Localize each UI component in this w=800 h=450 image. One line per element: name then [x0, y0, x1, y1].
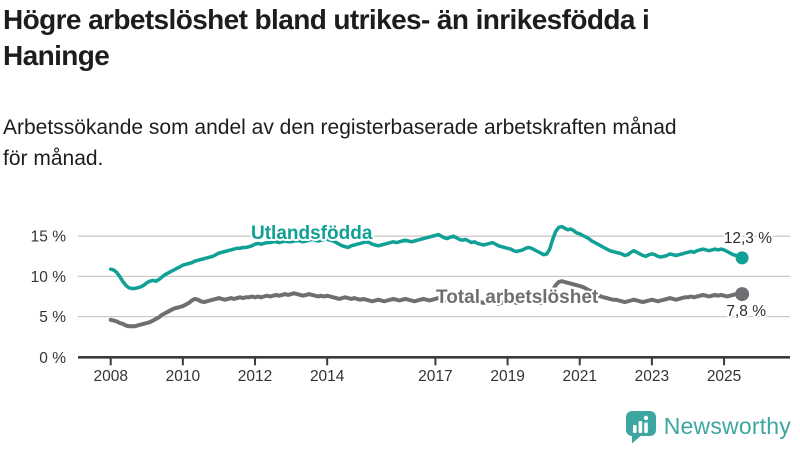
series-label: Utlandsfödda: [251, 223, 373, 244]
series-line: [108, 279, 745, 329]
x-tick-label: 2019: [490, 368, 524, 385]
x-tick-label: 2017: [418, 368, 452, 385]
y-tick-label: 15 %: [31, 229, 67, 246]
subtitle-line-2: för månad.: [3, 147, 104, 170]
title-line-2: Haninge: [3, 40, 110, 71]
series-label: Total arbetslöshet: [436, 287, 599, 308]
chart-subtitle: Arbetssökande som andel av den registerb…: [3, 112, 793, 174]
brand-name: Newsworthy: [663, 412, 791, 439]
y-tick-label: 5 %: [39, 309, 66, 326]
subtitle-line-1: Arbetssökande som andel av den registerb…: [3, 116, 677, 139]
series-end-dot: [735, 251, 749, 265]
x-tick-label: 2021: [562, 368, 596, 385]
x-tick-label: 2023: [635, 368, 669, 385]
x-tick-label: 2012: [238, 368, 272, 385]
x-tick-label: 2008: [93, 368, 127, 385]
y-tick-label: 0 %: [39, 350, 66, 367]
x-tick-label: 2010: [166, 368, 201, 385]
x-tick-label: 2025: [707, 368, 741, 385]
end-value-label: 7,8 %: [726, 303, 766, 320]
series-line: [108, 224, 744, 291]
series-end-dot: [735, 287, 750, 302]
end-value-label: 12,3 %: [724, 230, 772, 247]
x-tick-label: 2014: [310, 368, 345, 385]
newsworthy-icon: [625, 411, 656, 444]
newsworthy-logo[interactable]: Newsworthy: [625, 408, 791, 444]
title-line-1: Högre arbetslöshet bland utrikes- än inr…: [3, 4, 650, 35]
page-title: Högre arbetslöshet bland utrikes- än inr…: [3, 2, 797, 74]
y-tick-label: 10 %: [31, 269, 67, 286]
